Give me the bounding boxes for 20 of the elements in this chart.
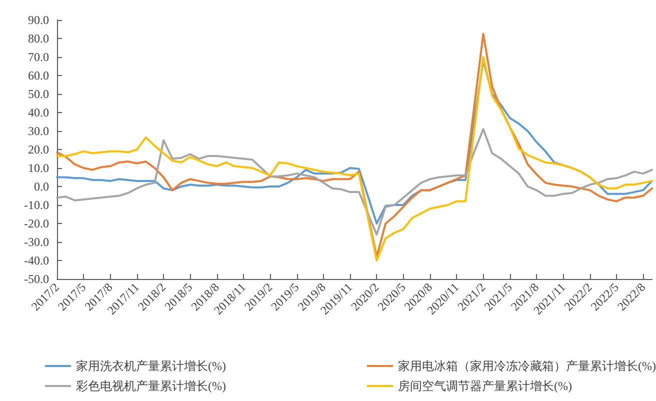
y-tick-label: 30.0 <box>28 124 49 138</box>
y-tick-label: 90.0 <box>28 13 49 27</box>
y-tick-label: -50.0 <box>24 272 49 286</box>
legend-label: 家用洗衣机产量累计增长(%) <box>76 359 226 373</box>
y-tick-label: -40.0 <box>24 254 49 268</box>
y-tick-label: 50.0 <box>28 87 49 101</box>
y-tick-label: 70.0 <box>28 50 49 64</box>
legend-label: 房间空气调节器产量累计增长(%) <box>398 379 572 393</box>
y-tick-label: 10.0 <box>28 161 49 175</box>
y-tick-label: 0.0 <box>34 180 49 194</box>
y-tick-label: 40.0 <box>28 106 49 120</box>
y-tick-label: 20.0 <box>28 142 49 156</box>
y-tick-label: 80.0 <box>28 32 49 46</box>
y-tick-label: -20.0 <box>24 216 49 230</box>
y-tick-label: 60.0 <box>28 68 49 82</box>
legend-label: 彩色电视机产量累计增长(%) <box>76 379 226 393</box>
line-series <box>56 128 653 236</box>
legend-label: 家用电冰箱（家用冷冻冷藏箱）产量累计增长(%) <box>398 359 656 373</box>
y-tick-label: -30.0 <box>24 235 49 249</box>
y-tick-label: -10.0 <box>24 198 49 212</box>
